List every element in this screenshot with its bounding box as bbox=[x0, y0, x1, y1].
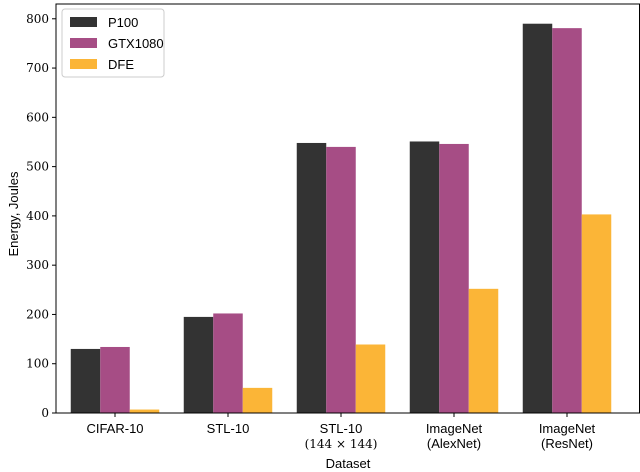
legend-label-dfe: DFE bbox=[108, 57, 134, 72]
y-tick-label: 700 bbox=[26, 61, 49, 75]
legend-label-p100: P100 bbox=[108, 15, 138, 30]
bar-gtx1080-4 bbox=[552, 28, 582, 413]
y-tick-label: 500 bbox=[26, 160, 49, 174]
y-tick-label: 0 bbox=[41, 406, 49, 420]
bar-dfe-2 bbox=[355, 344, 386, 413]
bar-dfe-0 bbox=[129, 409, 160, 413]
y-tick-label: 300 bbox=[26, 258, 49, 272]
legend-label-gtx1080: GTX1080 bbox=[108, 36, 164, 51]
bar-p100-1 bbox=[183, 316, 214, 413]
y-axis-title: Energy, Joules bbox=[6, 171, 21, 257]
x-tick-label: ImageNet bbox=[426, 421, 483, 436]
y-tick-label: 800 bbox=[26, 12, 49, 26]
legend: P100 GTX1080 DFE bbox=[61, 8, 165, 78]
y-tick-label: 600 bbox=[26, 110, 49, 124]
y-tick-label: 100 bbox=[26, 357, 49, 371]
x-tick-label: ImageNet bbox=[539, 421, 596, 436]
x-tick-label: STL-10 bbox=[320, 421, 363, 436]
x-tick-label: CIFAR-10 bbox=[86, 421, 143, 436]
legend-swatch-p100 bbox=[70, 17, 97, 27]
legend-swatch-dfe bbox=[70, 59, 97, 69]
bar-gtx1080-0 bbox=[100, 346, 130, 413]
x-axis-title: Dataset bbox=[326, 456, 371, 471]
x-tick-label: STL-10 bbox=[207, 421, 250, 436]
bar-gtx1080-1 bbox=[213, 313, 243, 413]
axes-layer: 0 100 200 300 400 500 600 700 800 CIFAR-10 STL-10 S… bbox=[26, 3, 640, 451]
bars-layer bbox=[70, 23, 612, 414]
y-tick-label: 200 bbox=[26, 307, 49, 321]
bar-p100-2 bbox=[296, 142, 327, 414]
bar-dfe-1 bbox=[242, 387, 273, 413]
x-tick-label: (144 × 144) bbox=[305, 437, 378, 451]
bar-p100-0 bbox=[70, 348, 101, 413]
bar-p100-3 bbox=[409, 141, 440, 413]
x-tick-label: (AlexNet) bbox=[427, 436, 481, 451]
bar-dfe-4 bbox=[581, 214, 612, 413]
y-tick-label: 400 bbox=[26, 209, 49, 223]
bar-gtx1080-3 bbox=[439, 143, 469, 413]
x-tick-label: (ResNet) bbox=[541, 436, 593, 451]
bar-dfe-3 bbox=[468, 288, 499, 413]
bar-p100-4 bbox=[522, 23, 553, 413]
bar-gtx1080-2 bbox=[326, 146, 356, 413]
legend-swatch-gtx1080 bbox=[70, 38, 97, 48]
